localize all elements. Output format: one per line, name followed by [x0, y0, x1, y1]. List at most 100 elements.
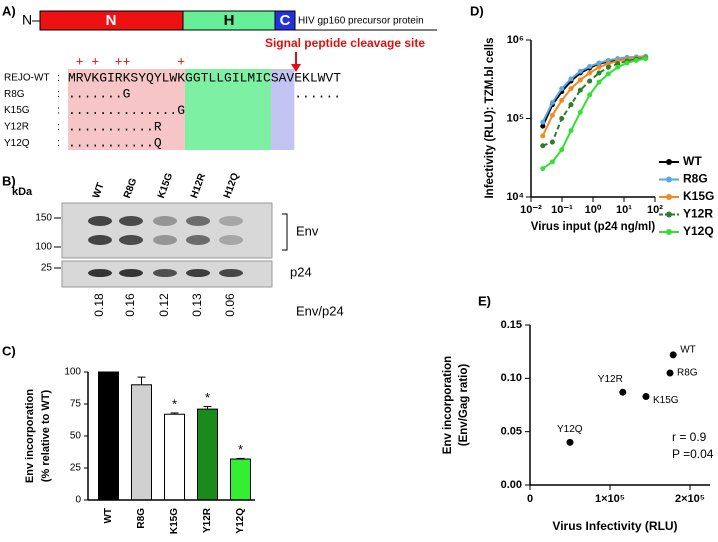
legend-marker [666, 159, 672, 165]
y-tick-label: 75 [70, 399, 82, 410]
marker-label: 100 [35, 242, 52, 253]
y-tick-label: 0.05 [501, 426, 522, 438]
env-band [186, 216, 210, 226]
p24-band [153, 269, 177, 277]
cleavage-arrowhead [291, 64, 301, 72]
significance: * [205, 390, 210, 405]
point [540, 143, 546, 149]
point [540, 133, 546, 139]
separator: : [57, 121, 60, 133]
p24-band [219, 269, 243, 277]
bar [230, 458, 251, 501]
point [624, 60, 630, 66]
y-axis-title: (Env/Gag ratio) [458, 364, 470, 447]
ratio: 0.16 [123, 293, 137, 317]
n-terminus: N [22, 12, 32, 28]
env-band [88, 216, 112, 226]
point [596, 79, 602, 85]
y-tick-label: 0.10 [501, 372, 522, 384]
point [559, 97, 565, 103]
significance: * [238, 442, 243, 457]
p24-band [186, 269, 210, 277]
domain-c [274, 10, 296, 31]
point [605, 61, 611, 67]
row-name: K15G [4, 105, 30, 116]
stat: r = 0.9 [672, 430, 707, 444]
legend-label: R8G [683, 172, 708, 186]
point [577, 68, 583, 74]
y-axis-title: (% relative to WT) [40, 390, 52, 483]
point [540, 119, 546, 125]
x-tick-label: 10⁻² [520, 204, 542, 216]
point [587, 92, 593, 98]
point [596, 70, 602, 76]
legend-label: Y12Q [683, 224, 714, 238]
legend-marker [666, 229, 672, 235]
y-tick-label: 25 [70, 463, 82, 474]
env-band [153, 216, 177, 226]
ratio-label: Env/p24 [296, 303, 344, 318]
point [577, 77, 583, 83]
legend-label: K15G [683, 189, 714, 203]
point [566, 438, 574, 446]
y-tick-label: 0.15 [501, 319, 522, 331]
point [549, 159, 555, 165]
x-tick-label: Y12Q [235, 508, 246, 534]
point [605, 64, 611, 70]
y-tick-label: 10⁴ [506, 191, 524, 203]
band-label: Env [296, 223, 319, 238]
env-band [219, 216, 243, 226]
ratio: 0.12 [157, 293, 171, 317]
x-tick-label: 10² [647, 204, 663, 216]
band-label: p24 [290, 264, 312, 279]
panel-label: C) [2, 343, 16, 358]
point [549, 99, 555, 105]
blot-env [61, 202, 273, 259]
point [587, 70, 593, 76]
panel-label: B) [2, 173, 16, 188]
env-band [219, 235, 243, 245]
lane-label: K15G [156, 171, 175, 200]
point [605, 71, 611, 77]
region-c [271, 69, 295, 150]
separator: : [57, 72, 60, 84]
y-axis-title: Env incorporation [24, 389, 36, 483]
point [559, 116, 565, 121]
x-tick-label: R8G [136, 508, 147, 529]
x-tick-label: 1×10⁵ [595, 493, 625, 505]
env-band [153, 235, 177, 245]
region-h [185, 69, 271, 150]
y-tick-label: 0.00 [501, 479, 522, 491]
lane-label: H12R [189, 171, 208, 200]
x-tick-label: Y12R [202, 507, 213, 533]
sequence: .......G ...... [68, 87, 341, 102]
row-name: Y12R [4, 122, 29, 133]
point [669, 351, 677, 359]
legend-marker [666, 176, 672, 183]
point [643, 56, 649, 62]
p24-band [119, 269, 143, 277]
legend-marker [666, 211, 672, 218]
domain-label: N [106, 12, 117, 29]
env-band [186, 235, 210, 245]
point [615, 61, 621, 67]
series-line [542, 57, 646, 170]
x-tick-label: 2×10⁵ [675, 493, 705, 505]
y-tick-label: 100 [64, 367, 81, 378]
sequence: ..............G [68, 103, 185, 118]
x-tick-label: 10⁻¹ [551, 204, 573, 216]
point [587, 63, 593, 69]
x-axis-title: Virus Infectivity (RLU) [552, 519, 677, 533]
point [540, 123, 546, 129]
y-tick-label: 50 [70, 431, 82, 442]
point [577, 109, 583, 115]
point [577, 87, 583, 93]
point [596, 60, 602, 66]
ratio: 0.13 [190, 293, 204, 317]
x-axis-title: Virus input (p24 ng/ml) [531, 221, 656, 233]
env-band [88, 235, 112, 245]
region-n [68, 69, 185, 150]
panel-label: E) [478, 293, 491, 308]
bar [197, 408, 218, 501]
y-tick-label: 10⁵ [507, 112, 524, 124]
